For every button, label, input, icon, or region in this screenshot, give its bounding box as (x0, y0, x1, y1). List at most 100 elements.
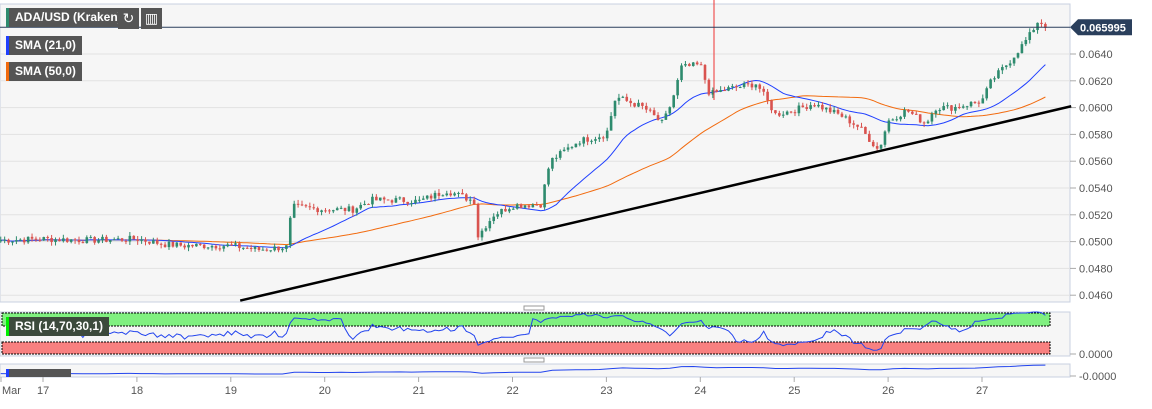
x-tick-label: 25 (788, 385, 800, 397)
candle (112, 239, 116, 241)
candle (124, 240, 128, 242)
candle (691, 62, 695, 66)
candle (22, 239, 26, 243)
candle (926, 121, 930, 124)
candle (136, 239, 139, 241)
candle (175, 242, 179, 247)
candle (668, 107, 672, 114)
candle (418, 199, 421, 201)
candle (875, 146, 879, 149)
candle (288, 217, 292, 246)
candle (155, 240, 159, 244)
candle (339, 207, 343, 209)
candle (285, 245, 288, 249)
candle (269, 250, 273, 252)
candle (762, 88, 765, 92)
candle (848, 116, 852, 124)
candle (942, 106, 945, 111)
candle (699, 64, 703, 66)
candle (543, 184, 546, 208)
candle (300, 204, 304, 206)
candle (347, 206, 351, 212)
candle (852, 123, 855, 125)
candle (171, 241, 175, 247)
candle (813, 105, 816, 107)
candle (734, 86, 738, 88)
candle (746, 83, 750, 85)
x-tick-label: 22 (507, 385, 519, 397)
chart-bars-icon[interactable]: ▥ (141, 8, 162, 29)
candle (609, 116, 613, 131)
candle (766, 91, 769, 101)
candle (253, 246, 257, 249)
candle (378, 197, 382, 201)
candle (946, 105, 949, 107)
candle (261, 249, 265, 251)
candle (81, 242, 85, 244)
candle (555, 157, 558, 159)
candle (461, 192, 464, 195)
candle (1044, 23, 1047, 28)
sma50-label[interactable]: SMA (50,0) (6, 62, 82, 81)
candle (449, 193, 452, 196)
lower-indicator-label[interactable] (6, 369, 71, 377)
candle (257, 246, 261, 250)
candle (770, 100, 773, 111)
candle (993, 78, 996, 80)
refresh-icon[interactable]: ↻ (118, 8, 139, 29)
candle (613, 100, 617, 117)
candle (488, 221, 492, 229)
candle (590, 140, 593, 142)
candle (519, 204, 523, 208)
candle (511, 208, 515, 210)
candle (108, 240, 112, 242)
candle (105, 236, 108, 242)
candle (26, 236, 30, 243)
candle (386, 199, 390, 201)
candle (101, 236, 104, 241)
candle (3, 239, 6, 241)
candle (754, 84, 758, 88)
candle (958, 106, 961, 108)
candle (492, 216, 496, 222)
candle (163, 244, 167, 248)
candle (206, 247, 210, 249)
candle (899, 116, 902, 120)
symbol-label[interactable]: ADA/USD (Kraken) (6, 8, 128, 27)
x-tick-label: Mar (2, 385, 21, 397)
last-price-label: 0.065995 (1080, 22, 1126, 34)
rsi-label[interactable]: RSI (14,70,30,1) (6, 317, 110, 336)
candle (1008, 63, 1012, 66)
candle (809, 105, 812, 109)
candle (707, 79, 711, 95)
candle (648, 109, 652, 111)
candle (844, 116, 848, 118)
candle (578, 143, 582, 145)
candle (778, 113, 781, 116)
candle (605, 130, 609, 139)
candle (961, 106, 965, 108)
candle (633, 103, 636, 107)
candle (484, 228, 488, 231)
candle (62, 238, 65, 242)
y-tick-label: 0.0620 (1079, 76, 1113, 88)
candle (989, 79, 992, 89)
candle (1028, 32, 1032, 41)
candle (226, 244, 229, 247)
candle (660, 119, 664, 121)
candle (985, 88, 988, 99)
candle (371, 196, 374, 205)
candle (296, 203, 300, 205)
candle (637, 102, 640, 107)
sma50-text: SMA (50,0) (15, 64, 76, 78)
candle (238, 243, 241, 249)
candle (719, 90, 722, 92)
candle (727, 87, 730, 91)
candle (144, 239, 147, 242)
candle (159, 243, 163, 245)
candle (0, 240, 3, 242)
candle (684, 64, 687, 66)
candle (981, 98, 985, 104)
sma21-label[interactable]: SMA (21,0) (6, 36, 82, 55)
